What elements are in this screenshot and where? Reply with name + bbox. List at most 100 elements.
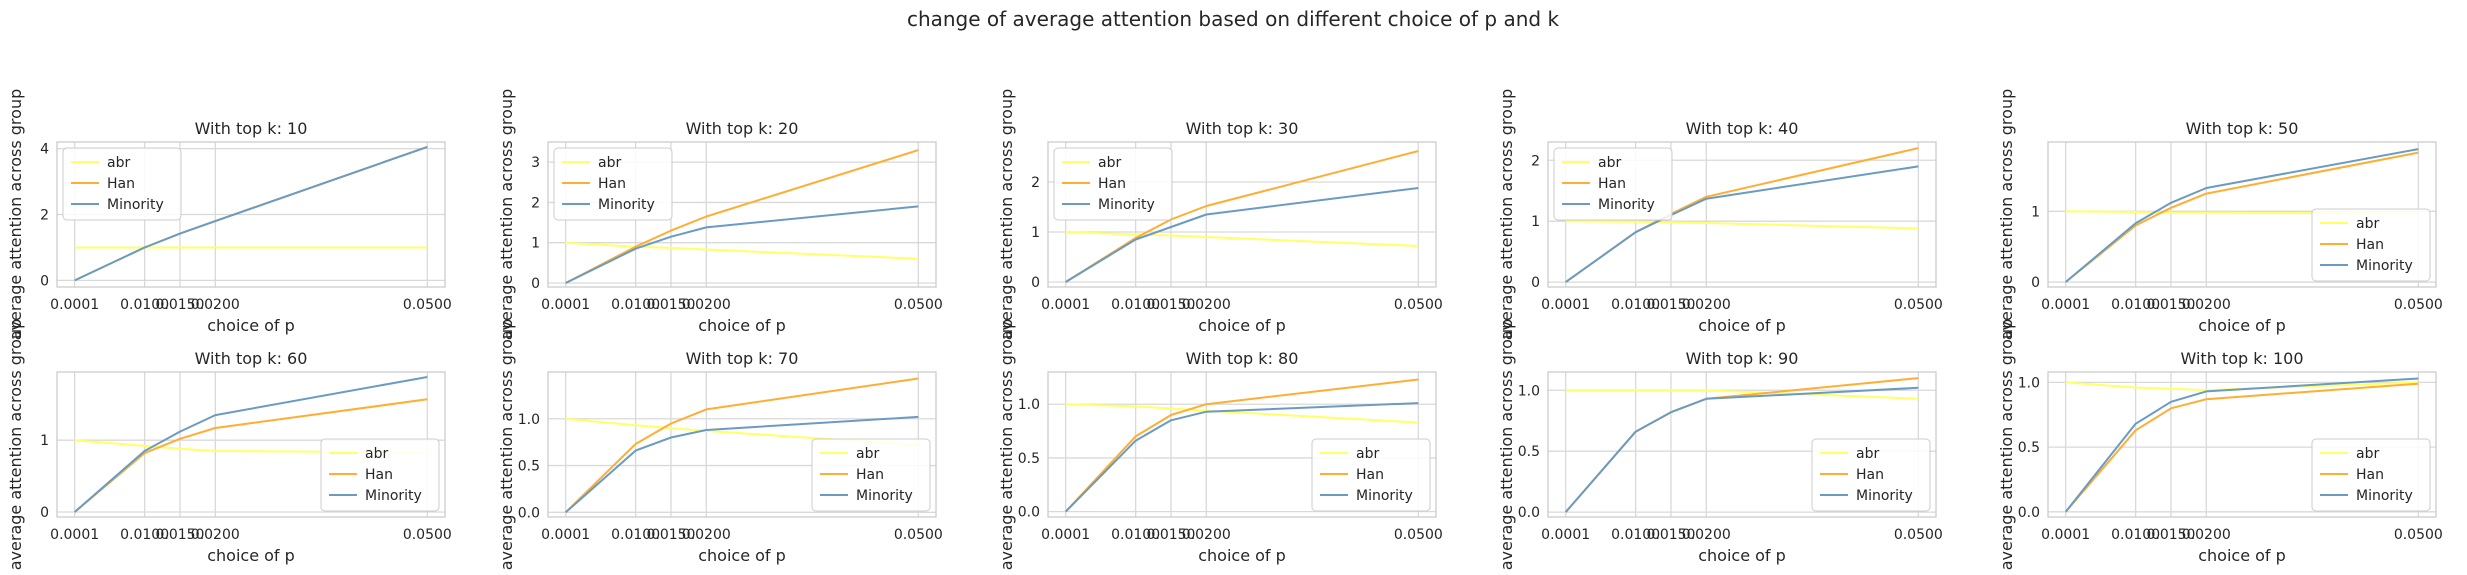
y-tick-label: 0.5 xyxy=(1518,444,1540,460)
legend-box xyxy=(553,147,673,221)
y-tick-label: 2 xyxy=(1531,153,1540,169)
legend-label: abr xyxy=(1598,155,1621,171)
y-tick-label: 1.0 xyxy=(1518,383,1540,399)
x-tick-label: 0.0100 xyxy=(2111,527,2160,543)
legend-label: Minority xyxy=(107,197,164,213)
subplot-title: With top k: 70 xyxy=(686,349,799,368)
legend-label: Han xyxy=(1098,176,1126,192)
y-tick-label: 1 xyxy=(40,433,49,449)
x-tick-label: 0.0500 xyxy=(894,527,943,543)
x-tick-label: 0.0001 xyxy=(50,297,99,313)
legend-label: abr xyxy=(1856,446,1879,462)
legend-label: abr xyxy=(598,155,621,171)
legend: abr Han Minority xyxy=(62,147,182,221)
subplot-title: With top k: 20 xyxy=(686,119,799,138)
x-axis-label: choice of p xyxy=(207,316,295,335)
x-tick-label: 0.0100 xyxy=(120,527,169,543)
x-tick-label: 0.0150 xyxy=(1146,527,1195,543)
legend-label: Minority xyxy=(1098,197,1155,213)
subplot-title: With top k: 30 xyxy=(1186,119,1299,138)
legend: abr Han Minority xyxy=(2311,438,2431,512)
x-tick-label: 0.0200 xyxy=(682,297,731,313)
legend-box xyxy=(62,147,182,221)
series-line-han xyxy=(2065,151,2419,283)
legend: abr Han Minority xyxy=(1553,147,1673,221)
x-axis-label: choice of p xyxy=(1698,546,1786,565)
legend: abr Han Minority xyxy=(320,438,440,512)
legend-label: Han xyxy=(107,176,135,192)
legend-label: Han xyxy=(2356,467,2384,483)
y-axis-label: average attention across group xyxy=(1997,89,2016,341)
y-axis-label: average attention across group xyxy=(997,89,1016,341)
y-tick-label: 0.0 xyxy=(1518,505,1540,521)
y-tick-label: 0.0 xyxy=(1018,505,1040,521)
y-tick-label: 0.5 xyxy=(2018,440,2040,456)
legend: abr Han Minority xyxy=(1811,438,1931,512)
legend-box xyxy=(1053,147,1173,221)
x-tick-label: 0.0500 xyxy=(1894,527,1943,543)
axes-frame xyxy=(1547,371,1937,518)
x-tick-label: 0.0500 xyxy=(403,297,452,313)
y-tick-label: 2 xyxy=(40,208,49,224)
legend-box xyxy=(811,438,931,512)
axes-frame xyxy=(1047,141,1437,288)
legend-label: Minority xyxy=(1598,197,1655,213)
x-tick-label: 0.0100 xyxy=(611,297,660,313)
legend-label: Minority xyxy=(856,488,913,504)
x-tick-label: 0.0150 xyxy=(646,527,695,543)
subplot-title: With top k: 60 xyxy=(195,349,308,368)
x-tick-label: 0.0001 xyxy=(1041,527,1090,543)
legend-label: Han xyxy=(1598,176,1626,192)
series-line-minority xyxy=(1065,187,1419,283)
legend: abr Han Minority xyxy=(1311,438,1431,512)
x-axis-label: choice of p xyxy=(698,546,786,565)
y-tick-label: 0.5 xyxy=(1018,451,1040,467)
x-tick-label: 0.0100 xyxy=(611,527,660,543)
y-axis-label: average attention across group xyxy=(1497,89,1516,341)
series-line-han xyxy=(565,377,919,514)
y-tick-label: 4 xyxy=(40,142,49,158)
subplot-title: With top k: 80 xyxy=(1186,349,1299,368)
subplot-title: With top k: 50 xyxy=(2186,119,2299,138)
series-line-han xyxy=(565,149,919,284)
y-tick-label: 0 xyxy=(1031,275,1040,291)
legend-label: Han xyxy=(598,176,626,192)
x-tick-label: 0.0200 xyxy=(2182,527,2231,543)
y-axis-label: average attention across group xyxy=(1997,319,2016,571)
legend-label: Han xyxy=(1356,467,1384,483)
legend-box xyxy=(2311,438,2431,512)
legend-box xyxy=(2311,208,2431,282)
series-line-abr xyxy=(1565,389,1919,400)
x-tick-label: 0.0500 xyxy=(2394,527,2443,543)
x-tick-label: 0.0200 xyxy=(1182,527,1231,543)
axes-frame xyxy=(2047,141,2437,288)
x-tick-label: 0.0001 xyxy=(2041,297,2090,313)
x-tick-label: 0.0150 xyxy=(2146,297,2195,313)
legend-label: Han xyxy=(365,467,393,483)
legend-label: abr xyxy=(856,446,879,462)
legend-label: abr xyxy=(2356,216,2379,232)
x-tick-label: 0.0150 xyxy=(646,297,695,313)
legend-label: Minority xyxy=(365,488,422,504)
figure-title: change of average attention based on dif… xyxy=(907,7,1560,31)
y-axis-label: average attention across group xyxy=(6,319,25,571)
legend-label: Han xyxy=(1856,467,1884,483)
x-tick-label: 0.0150 xyxy=(155,297,204,313)
y-tick-label: 1 xyxy=(1531,214,1540,230)
axes-frame xyxy=(56,371,446,518)
series-line-abr xyxy=(74,439,428,454)
series-line-han xyxy=(2064,382,2419,513)
x-axis-label: choice of p xyxy=(2198,316,2286,335)
y-tick-label: 2 xyxy=(1031,175,1040,191)
x-tick-label: 0.0150 xyxy=(1146,297,1195,313)
legend: abr Han Minority xyxy=(2311,208,2431,282)
legend-label: abr xyxy=(107,155,130,171)
series-line-minority xyxy=(74,145,428,282)
legend-label: abr xyxy=(1356,446,1379,462)
